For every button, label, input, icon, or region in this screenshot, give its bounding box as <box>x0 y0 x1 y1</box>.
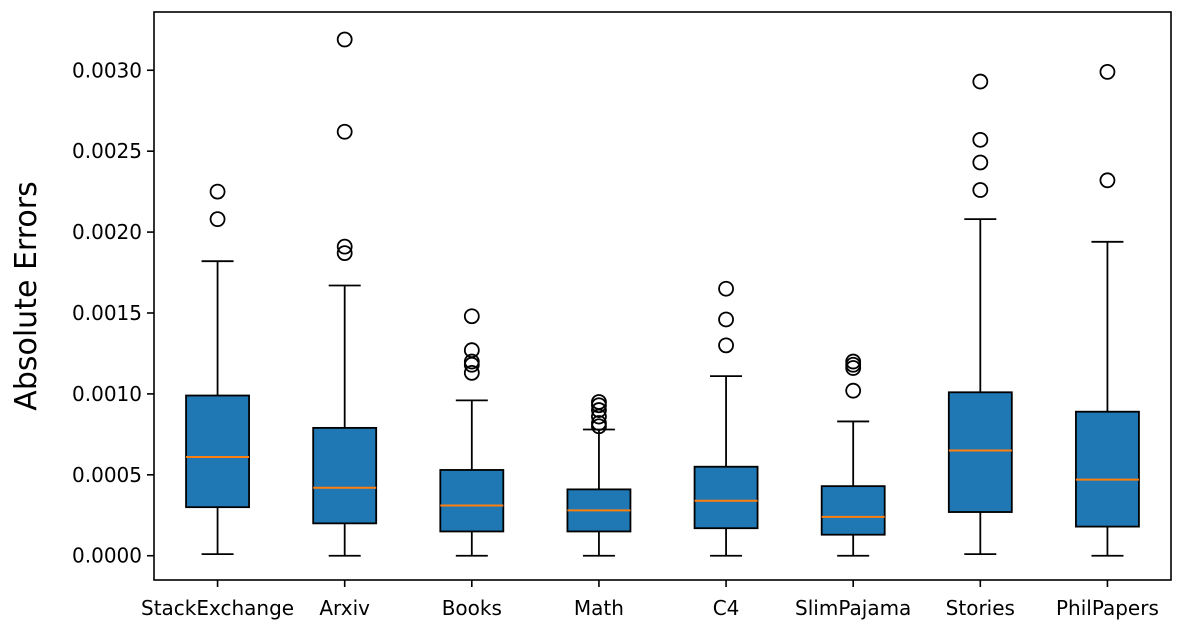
box-philpapers <box>1075 63 1140 557</box>
y-tick-label: 0.0000 <box>72 544 142 568</box>
outlier-point <box>591 415 607 431</box>
box-slimpajama <box>820 353 886 557</box>
plot-frame <box>153 11 1172 581</box>
x-tick-label: PhilPapers <box>1056 596 1159 620</box>
y-tick-label: 0.0025 <box>72 139 142 163</box>
outlier-point <box>845 353 862 370</box>
y-axis-label: Absolute Errors <box>9 181 44 410</box>
iqr-box <box>1075 410 1140 528</box>
outlier-point <box>591 402 607 418</box>
box-c4 <box>693 280 759 557</box>
x-tick-label: C4 <box>713 596 740 620</box>
iqr-box <box>820 485 886 536</box>
y-tick-label: 0.0020 <box>72 220 142 244</box>
outlier-point <box>718 337 734 354</box>
x-tick-label: Arxiv <box>319 596 370 620</box>
outlier-point <box>336 245 353 262</box>
outlier-point <box>336 238 353 255</box>
outlier-point <box>972 182 989 198</box>
iqr-box <box>185 394 250 509</box>
outlier-point <box>463 364 480 381</box>
x-tick-label: SlimPajama <box>795 596 911 620</box>
plot-area <box>185 31 1140 557</box>
outlier-point <box>718 311 734 328</box>
iqr-box <box>439 469 505 533</box>
box-stackexchange <box>185 183 250 556</box>
x-axis-ticks: StackExchange Arxiv Books Math C4 SlimPajama S… <box>141 580 1159 620</box>
box-math <box>566 394 632 557</box>
iqr-box <box>947 391 1013 513</box>
outlier-point <box>336 31 353 48</box>
outlier-point <box>209 183 226 200</box>
x-tick-label: Books <box>442 596 502 620</box>
box-stories <box>947 73 1013 556</box>
outlier-point <box>209 211 226 228</box>
outlier-point <box>718 280 734 297</box>
outlier-point <box>463 308 480 325</box>
outlier-point <box>591 394 607 410</box>
outlier-point <box>972 154 989 171</box>
outlier-point <box>1099 63 1116 80</box>
outlier-point <box>972 73 989 90</box>
outlier-point <box>972 131 989 148</box>
y-axis-ticks: 0.0000 0.0005 0.0010 0.0015 0.0020 0.0025 0.00… <box>72 58 154 568</box>
box-books <box>439 308 505 557</box>
iqr-box <box>312 426 378 525</box>
y-tick-label: 0.0030 <box>72 58 142 82</box>
outlier-point <box>845 382 862 399</box>
iqr-box <box>693 465 759 530</box>
outlier-point <box>463 353 480 370</box>
box-arxiv <box>312 31 378 557</box>
y-tick-label: 0.0010 <box>72 382 142 406</box>
x-tick-label: Math <box>574 596 624 620</box>
y-tick-label: 0.0015 <box>72 301 142 325</box>
outlier-point <box>845 356 862 373</box>
outlier-point <box>463 342 480 359</box>
outlier-point <box>336 123 353 140</box>
x-tick-label: Stories <box>946 596 1015 620</box>
outlier-point <box>1099 172 1116 189</box>
outlier-point <box>463 356 480 373</box>
y-tick-label: 0.0005 <box>72 463 142 487</box>
x-tick-label: StackExchange <box>141 596 294 620</box>
